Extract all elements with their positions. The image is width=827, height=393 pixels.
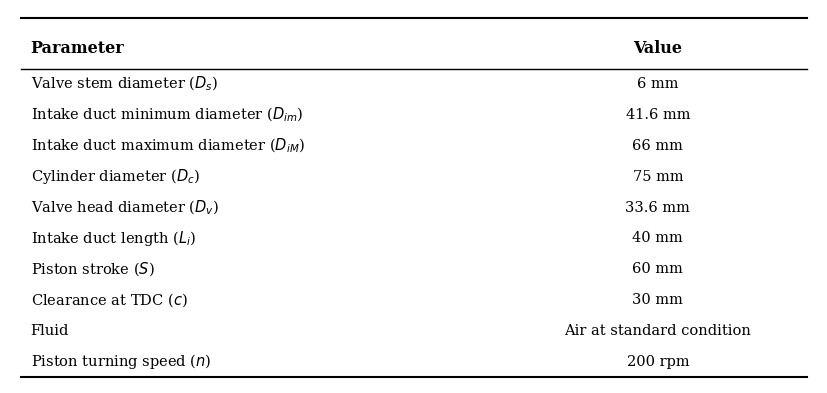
Text: Intake duct length ($L_i$): Intake duct length ($L_i$) (31, 229, 196, 248)
Text: Piston turning speed ($n$): Piston turning speed ($n$) (31, 353, 211, 371)
Text: Fluid: Fluid (31, 324, 69, 338)
Text: Intake duct minimum diameter ($D_{im}$): Intake duct minimum diameter ($D_{im}$) (31, 106, 303, 124)
Text: Piston stroke ($S$): Piston stroke ($S$) (31, 261, 154, 278)
Text: Parameter: Parameter (31, 40, 124, 57)
Text: 75 mm: 75 mm (632, 170, 682, 184)
Text: Air at standard condition: Air at standard condition (564, 324, 750, 338)
Text: 40 mm: 40 mm (632, 231, 682, 246)
Text: 60 mm: 60 mm (632, 262, 682, 276)
Text: 30 mm: 30 mm (632, 293, 682, 307)
Text: Clearance at TDC ($c$): Clearance at TDC ($c$) (31, 291, 187, 309)
Text: Value: Value (633, 40, 681, 57)
Text: Cylinder diameter ($D_c$): Cylinder diameter ($D_c$) (31, 167, 199, 186)
Text: 66 mm: 66 mm (632, 139, 682, 153)
Text: Valve head diameter ($D_v$): Valve head diameter ($D_v$) (31, 198, 218, 217)
Text: 200 rpm: 200 rpm (626, 355, 688, 369)
Text: 6 mm: 6 mm (636, 77, 678, 91)
Text: Valve stem diameter ($D_s$): Valve stem diameter ($D_s$) (31, 75, 218, 94)
Text: Intake duct maximum diameter ($D_{iM}$): Intake duct maximum diameter ($D_{iM}$) (31, 137, 304, 155)
Text: 41.6 mm: 41.6 mm (625, 108, 689, 122)
Text: 33.6 mm: 33.6 mm (624, 200, 690, 215)
